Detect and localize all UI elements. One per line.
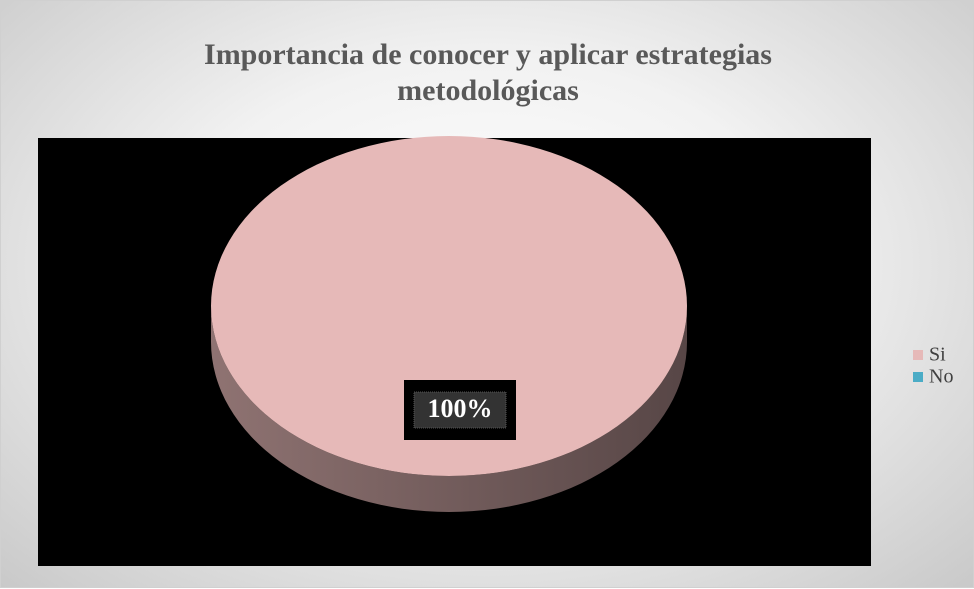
- data-label: 100%: [428, 394, 493, 423]
- legend-label: No: [929, 366, 953, 388]
- legend-swatch: [913, 350, 923, 360]
- legend-swatch: [913, 372, 923, 382]
- legend-label: Si: [929, 344, 946, 366]
- pie-slice-side: [211, 306, 687, 512]
- pie-slice: [211, 136, 687, 476]
- chart-title: Importancia de conocer y aplicar estrate…: [204, 38, 772, 107]
- data-label-inner: [413, 391, 507, 429]
